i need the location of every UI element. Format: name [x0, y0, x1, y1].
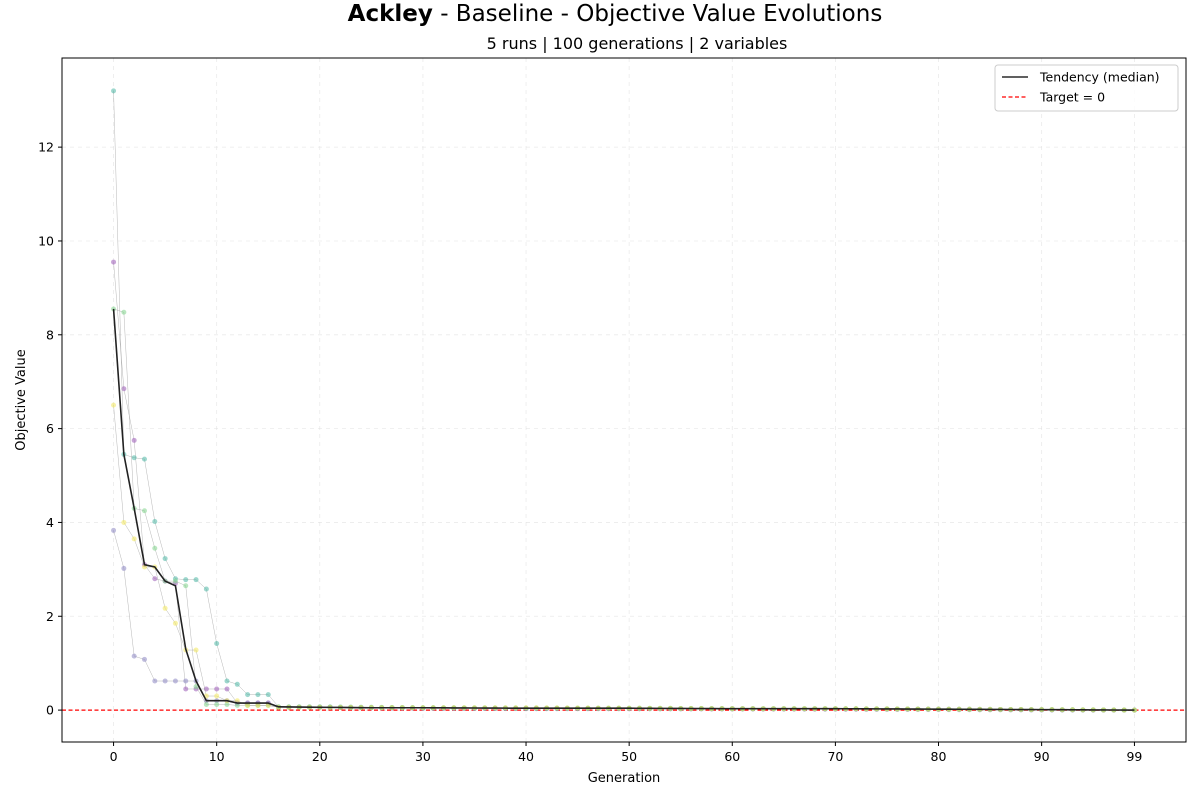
chart-title-rest: - Baseline - Objective Value Evolutions: [433, 1, 882, 27]
x-tick-label: 40: [518, 749, 534, 764]
legend-label: Target = 0: [1039, 90, 1105, 105]
run-point: [152, 678, 158, 684]
y-tick-label: 6: [46, 421, 54, 436]
run-point: [162, 605, 168, 611]
run-point: [214, 640, 220, 646]
y-tick-label: 8: [46, 327, 54, 342]
run-point: [152, 545, 158, 551]
run-point: [255, 692, 261, 698]
run-point: [193, 577, 199, 583]
run-point: [224, 678, 230, 684]
run-point: [234, 681, 240, 687]
x-tick-label: 30: [415, 749, 431, 764]
run-point: [183, 583, 189, 589]
run-series: [111, 259, 1137, 713]
run-point: [141, 508, 147, 514]
ticks-layer: 0 10 20 30 40 50 60 70 80 90 99 0 2 4 6 8 10 12: [38, 140, 1142, 764]
run-series: [111, 527, 1137, 713]
x-tick-label: 50: [621, 749, 637, 764]
x-tick-label: 20: [312, 749, 328, 764]
legend-label: Tendency (median): [1039, 70, 1160, 85]
grid: [62, 58, 1186, 742]
run-point: [183, 678, 189, 684]
x-axis-label: Generation: [588, 771, 661, 786]
y-tick-label: 0: [46, 703, 54, 718]
median-layer: [112, 308, 1135, 711]
x-tick-label: 99: [1126, 749, 1142, 764]
x-tick-label: 90: [1034, 749, 1050, 764]
run-point: [131, 455, 137, 461]
x-tick-label: 10: [209, 749, 225, 764]
y-axis-label: Objective Value: [14, 349, 29, 450]
legend-box: [994, 64, 1179, 112]
run-point: [121, 519, 127, 525]
run-line: [113, 90, 1135, 711]
run-point: [131, 536, 137, 542]
run-line: [113, 308, 1135, 711]
run-point: [111, 259, 117, 265]
run-point: [121, 386, 127, 392]
run-point: [224, 686, 230, 692]
run-point: [203, 586, 209, 592]
y-tick-label: 2: [46, 609, 54, 624]
y-tick-label: 12: [38, 140, 54, 155]
run-point: [214, 693, 220, 699]
x-tick-label: 60: [724, 749, 740, 764]
x-tick-label: 0: [110, 749, 118, 764]
run-point: [172, 678, 178, 684]
run-point: [121, 565, 127, 571]
run-point: [111, 88, 117, 94]
run-series: [111, 402, 1137, 713]
chart-subtitle: 5 runs | 100 generations | 2 variables: [487, 34, 788, 53]
run-point: [245, 702, 251, 708]
run-point: [121, 309, 127, 315]
x-tick-label: 80: [931, 749, 947, 764]
run-point: [152, 519, 158, 525]
run-point: [234, 702, 240, 708]
run-point: [111, 527, 117, 533]
run-point: [214, 686, 220, 692]
y-tick-label: 10: [38, 233, 54, 248]
legend: Tendency (median) Target = 0: [994, 64, 1179, 112]
run-point: [162, 678, 168, 684]
plot-frame: [61, 57, 1187, 743]
run-series: [111, 88, 1137, 713]
run-point: [224, 701, 230, 707]
chart-title: Ackley - Baseline - Objective Value Evol…: [348, 1, 883, 27]
run-point: [245, 692, 251, 698]
runs-layer: [111, 88, 1137, 713]
run-point: [183, 577, 189, 583]
chart-title-bold: Ackley: [348, 1, 433, 27]
run-point: [131, 437, 137, 443]
run-line: [113, 530, 1135, 711]
run-point: [162, 556, 168, 562]
run-point: [131, 653, 137, 659]
median-line: [112, 308, 1135, 711]
run-point: [214, 701, 220, 707]
run-point: [111, 402, 117, 408]
run-point: [193, 684, 199, 690]
run-point: [141, 456, 147, 462]
run-series: [111, 306, 1137, 713]
run-point: [193, 647, 199, 653]
run-line: [113, 405, 1135, 711]
run-point: [152, 576, 158, 582]
run-point: [203, 701, 209, 707]
run-point: [255, 702, 261, 708]
run-line: [113, 262, 1135, 711]
run-point: [265, 692, 271, 698]
x-tick-label: 70: [827, 749, 843, 764]
run-point: [183, 686, 189, 692]
run-point: [172, 620, 178, 626]
run-point: [172, 578, 178, 584]
y-tick-label: 4: [46, 515, 54, 530]
run-point: [141, 656, 147, 662]
